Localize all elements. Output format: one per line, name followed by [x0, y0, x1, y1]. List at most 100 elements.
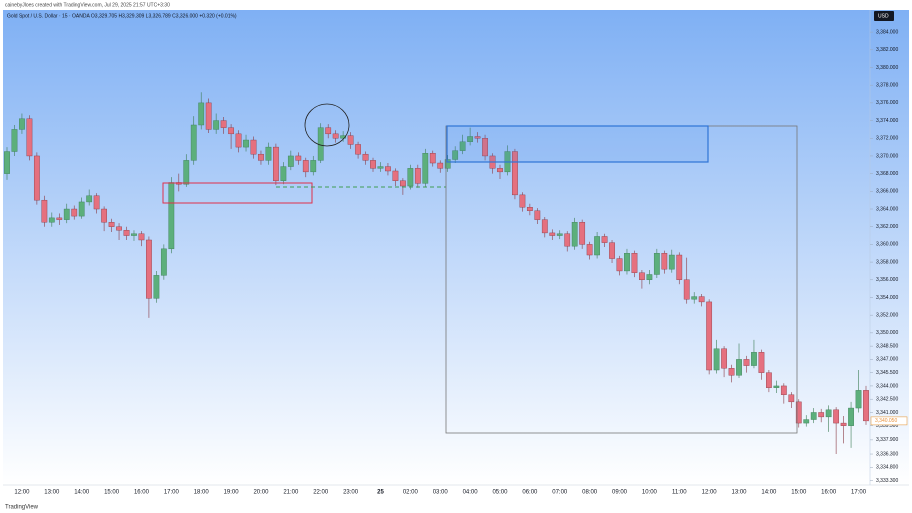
x-tick-label: 19:00 [224, 490, 240, 496]
candle-body [609, 242, 615, 259]
candle-body [295, 155, 302, 161]
chart-area [3, 10, 909, 485]
candle-body [198, 102, 205, 126]
candle-body [661, 253, 668, 270]
candle-body [728, 368, 735, 376]
candle-body [26, 118, 33, 157]
x-tick-label: 04:00 [463, 490, 479, 496]
candle-body [250, 139, 257, 155]
candle-body [287, 155, 294, 167]
candle-body [153, 275, 160, 299]
candle-body [399, 180, 406, 187]
candle-body [698, 296, 705, 303]
x-tick-label: 06:00 [522, 490, 538, 496]
y-tick-label: 3,374.000 [876, 118, 898, 124]
candle-body [818, 412, 825, 418]
y-tick-label: 3,345.500 [876, 370, 898, 376]
candle-body [362, 153, 369, 161]
footer-logo: TradingView [5, 505, 39, 511]
candle-body [459, 141, 466, 151]
candle-body [370, 160, 376, 169]
candle-body [41, 199, 48, 223]
y-tick-label: 3,380.000 [876, 65, 898, 71]
candle-body [4, 151, 10, 174]
candle-body [758, 352, 765, 373]
y-tick-label: 3,350.000 [876, 330, 898, 336]
candle-body [863, 390, 869, 422]
candle-body [601, 236, 608, 243]
candle-body [392, 170, 399, 181]
candle-body [347, 135, 354, 145]
candle-body [385, 166, 391, 172]
x-tick-label: 05:00 [492, 490, 508, 496]
candle-body [71, 208, 78, 217]
y-tick-label: 3,354.000 [876, 295, 898, 301]
candle-body [526, 207, 533, 211]
candle-body [63, 208, 70, 220]
candle-body [138, 233, 145, 241]
candle-body [556, 233, 563, 236]
drawn-rect [162, 182, 313, 204]
candle-body [579, 222, 586, 245]
candle-body [624, 253, 630, 272]
candle-body [564, 233, 571, 247]
drawn-circle [304, 103, 350, 147]
candle-body [751, 352, 757, 366]
candle-body [788, 394, 795, 403]
candle-body [668, 254, 675, 270]
x-tick-label: 17:00 [164, 490, 180, 496]
candle-body [11, 129, 18, 152]
candle-body [325, 127, 332, 135]
x-tick-label: 20:00 [253, 490, 269, 496]
x-tick-label: 16:00 [134, 490, 150, 496]
candle-body [825, 409, 832, 418]
candle-body [452, 150, 459, 160]
candle-body [467, 136, 474, 142]
x-tick-label: 10:00 [642, 490, 658, 496]
y-tick-label: 3,366.000 [876, 189, 898, 195]
candle-body [810, 412, 817, 420]
candle-body [736, 359, 742, 376]
candle-body [213, 120, 220, 130]
y-tick-label: 3,364.000 [876, 206, 898, 212]
y-tick-label: 3,370.000 [876, 153, 898, 159]
candle-body [183, 160, 190, 185]
candle-body [265, 146, 272, 161]
currency-badge [874, 11, 894, 21]
y-tick-label: 3,368.000 [876, 171, 898, 177]
candle-body [220, 120, 227, 128]
x-tick-label: 12:00 [702, 490, 718, 496]
candle-body [766, 372, 772, 388]
candle-body [497, 168, 503, 173]
x-tick-label: 12:00 [14, 490, 30, 496]
candle-body [101, 208, 107, 223]
candle-body [780, 385, 787, 395]
candle-body [93, 195, 100, 210]
candle-body [706, 301, 713, 371]
x-tick-label: 08:00 [582, 490, 598, 496]
candle-body [422, 153, 429, 184]
candle-body [743, 359, 750, 366]
y-tick-label: 3,382.000 [876, 47, 898, 53]
candle-body [429, 153, 436, 164]
candle-body [243, 139, 249, 148]
x-tick-label: 13:00 [44, 490, 60, 496]
candle-body [56, 217, 63, 220]
x-tick-label: 17:00 [851, 490, 867, 496]
x-tick-label: 13:00 [732, 490, 748, 496]
y-tick-label: 3,384.000 [876, 29, 898, 35]
candle-body [116, 226, 122, 231]
candle-body [803, 419, 810, 424]
y-tick-label: 3,341.000 [876, 410, 898, 416]
y-tick-label: 3,358.000 [876, 259, 898, 265]
candle-body [302, 160, 309, 173]
candle-body [653, 253, 660, 275]
candle-body [646, 274, 653, 280]
y-tick-label: 3,360.000 [876, 242, 898, 248]
candle-body [534, 210, 541, 220]
candle-body [340, 135, 347, 139]
candle-body [33, 155, 40, 201]
y-tick-label: 3,352.000 [876, 312, 898, 318]
